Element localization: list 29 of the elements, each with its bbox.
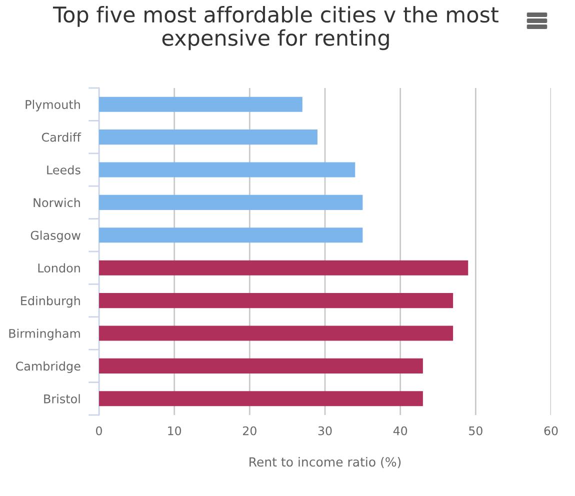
x-tick-label: 20 xyxy=(243,426,256,436)
bar xyxy=(99,391,423,406)
y-tick-label: Norwich xyxy=(34,198,80,208)
x-axis-title: Rent to income ratio (%) xyxy=(250,456,401,468)
bar xyxy=(99,162,356,178)
bar xyxy=(99,194,363,210)
x-tick-label: 10 xyxy=(168,426,182,436)
y-tick-label: Glasgow xyxy=(30,230,80,242)
bar xyxy=(99,326,454,341)
y-tick-label: Leeds xyxy=(47,165,80,174)
x-tick-label: 50 xyxy=(469,426,482,436)
bar xyxy=(99,358,423,374)
bar xyxy=(99,260,468,276)
y-tick-label: Cardiff xyxy=(42,132,82,142)
x-tick-label: 60 xyxy=(544,426,558,436)
chart-title: Top five most affordable cities v the most expensive for renting xyxy=(52,6,498,50)
x-tick-label: 40 xyxy=(393,426,408,436)
bar xyxy=(99,96,302,112)
y-tick-label: Birmingham xyxy=(9,328,80,340)
bar xyxy=(99,130,318,145)
y-tick-label: Bristol xyxy=(44,394,80,404)
y-tick-label: Plymouth xyxy=(26,100,80,112)
x-tick-label: 0 xyxy=(96,426,102,436)
y-tick-label: Cambridge xyxy=(16,361,80,373)
x-tick-label: 30 xyxy=(318,426,332,436)
bar xyxy=(99,293,454,308)
bar xyxy=(99,228,363,243)
y-tick-label: Edinburgh xyxy=(21,296,80,308)
y-tick-label: London xyxy=(38,263,80,273)
